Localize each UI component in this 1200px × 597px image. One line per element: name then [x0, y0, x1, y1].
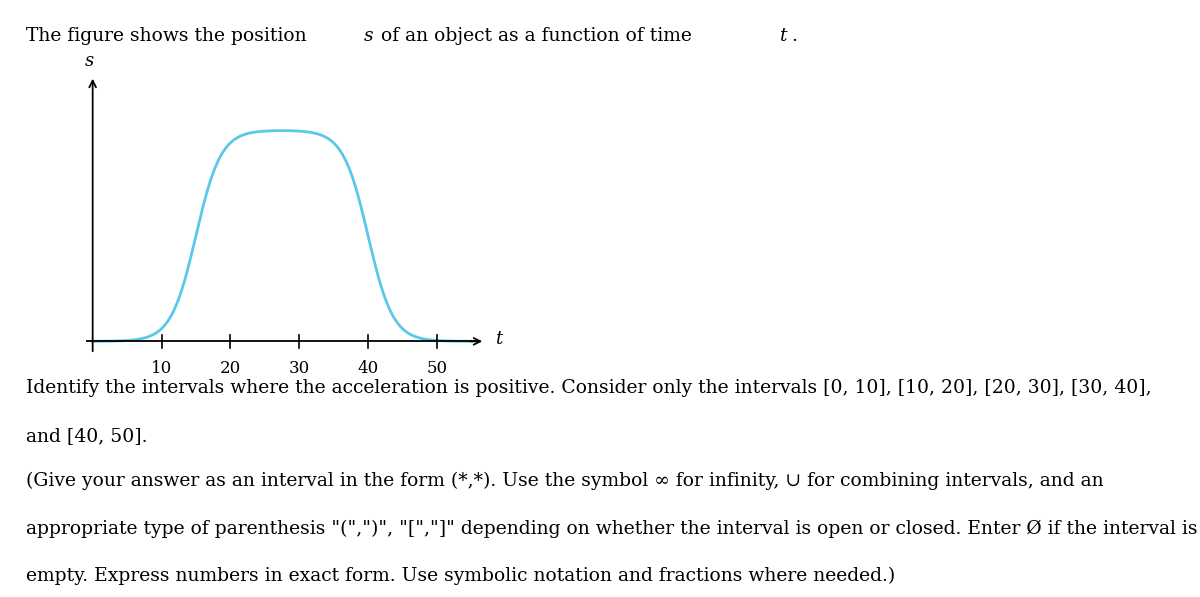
Text: of an object as a function of time: of an object as a function of time [376, 27, 698, 45]
Text: empty. Express numbers in exact form. Use symbolic notation and fractions where : empty. Express numbers in exact form. Us… [26, 567, 895, 586]
Text: s: s [364, 27, 373, 45]
Text: Identify the intervals where the acceleration is positive. Consider only the int: Identify the intervals where the acceler… [26, 379, 1152, 397]
Text: (Give your answer as an interval in the form (*,*). Use the symbol ∞ for infinit: (Give your answer as an interval in the … [26, 472, 1104, 490]
Text: appropriate type of parenthesis "(",")", "[","]" depending on whether the interv: appropriate type of parenthesis "(",")",… [26, 519, 1198, 538]
Text: The figure shows the position: The figure shows the position [26, 27, 313, 45]
Text: and [40, 50].: and [40, 50]. [26, 427, 148, 445]
Text: 40: 40 [358, 361, 379, 377]
Text: t: t [780, 27, 787, 45]
Text: 50: 50 [426, 361, 448, 377]
Text: 20: 20 [220, 361, 241, 377]
Text: 10: 10 [151, 361, 172, 377]
Text: .: . [792, 27, 797, 45]
Text: t: t [496, 330, 503, 348]
Text: s: s [84, 51, 94, 69]
Text: 30: 30 [288, 361, 310, 377]
